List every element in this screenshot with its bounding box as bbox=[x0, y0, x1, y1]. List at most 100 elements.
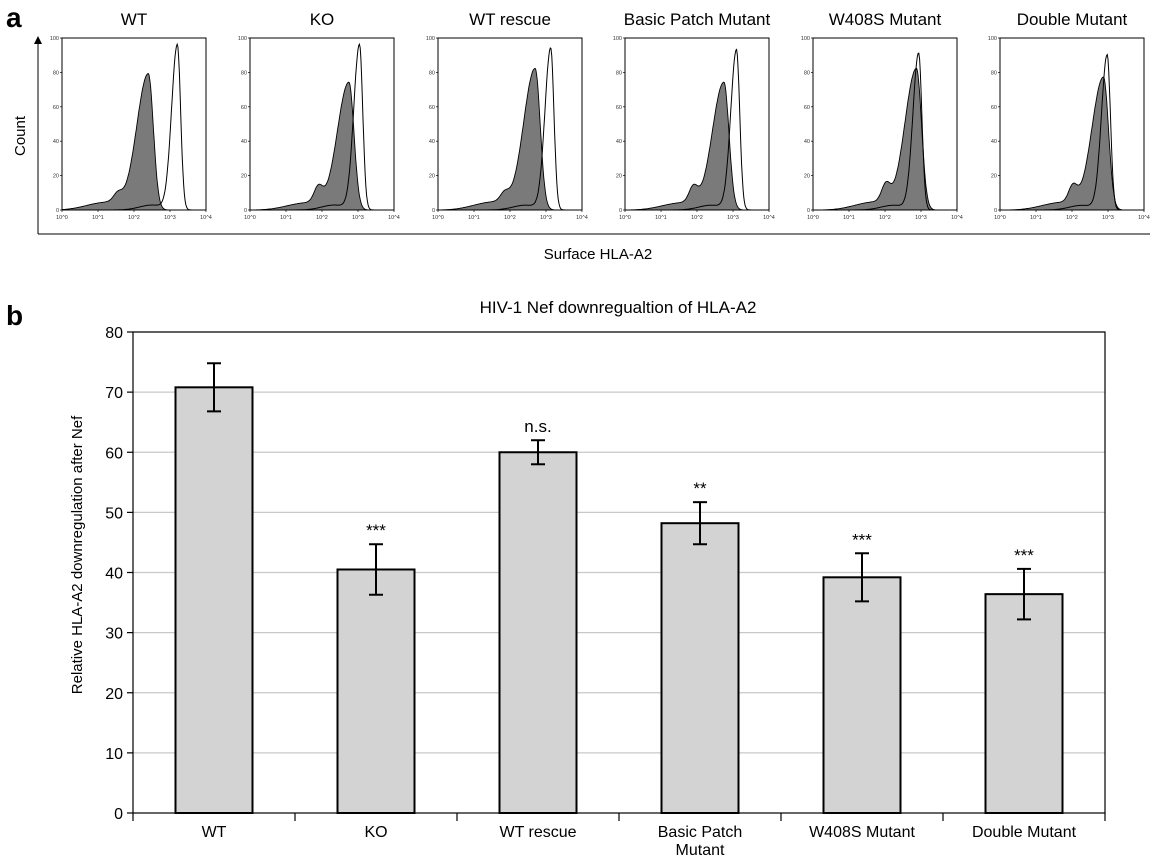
histogram-panel: Basic Patch Mutant 0 20 40 60 80 100 10^0 10^1 10… bbox=[613, 10, 775, 221]
histogram-title: WT bbox=[121, 10, 147, 29]
histogram-y-tick-label: 40 bbox=[991, 139, 997, 145]
histogram-frame bbox=[812, 37, 958, 211]
open-histogram-curve bbox=[438, 47, 582, 211]
histogram-x-tick-label: 10^1 bbox=[468, 215, 480, 221]
histogram-x-tick-label: 10^1 bbox=[843, 215, 855, 221]
significance-label: *** bbox=[852, 530, 872, 549]
histogram-x-tick-label: 10^4 bbox=[576, 215, 588, 221]
histogram-y-tick-label: 60 bbox=[616, 105, 622, 111]
histogram-y-tick-label: 20 bbox=[616, 174, 622, 180]
histogram-y-tick-label: 100 bbox=[613, 36, 622, 42]
x-tick-label-line: WT bbox=[202, 824, 227, 841]
significance-label: *** bbox=[1014, 546, 1034, 565]
histogram-x-tick-label: 10^4 bbox=[388, 215, 400, 221]
bar bbox=[822, 576, 902, 814]
histogram-y-tick-label: 0 bbox=[619, 208, 622, 214]
histogram-x-tick-label: 10^3 bbox=[540, 215, 552, 221]
x-tick-label-line: Basic Patch bbox=[658, 824, 742, 841]
x-tick-label: WT bbox=[202, 824, 227, 841]
histogram-x-tick-label: 10^1 bbox=[92, 215, 104, 221]
filled-histogram-curve bbox=[437, 67, 582, 211]
bar bbox=[336, 568, 416, 815]
histogram-y-tick-label: 80 bbox=[429, 70, 435, 76]
histogram-y-tick-label: 20 bbox=[241, 174, 247, 180]
panel-a-y-arrow bbox=[34, 36, 42, 44]
histogram-y-tick-label: 60 bbox=[991, 105, 997, 111]
histogram-panel: WT 0 20 40 60 80 100 10^0 10^1 10^2 10^3 10^4 bbox=[50, 10, 212, 221]
histogram-y-tick-label: 20 bbox=[429, 174, 435, 180]
panel-b-label: b bbox=[6, 300, 23, 331]
histogram-frame bbox=[624, 37, 770, 211]
histogram-x-tick-label: 10^2 bbox=[691, 215, 703, 221]
y-tick-label: 50 bbox=[105, 505, 123, 522]
x-tick-label-line: Mutant bbox=[676, 842, 725, 859]
histogram-y-tick-label: 80 bbox=[616, 70, 622, 76]
histogram-x-tick-label: 10^0 bbox=[619, 215, 631, 221]
histogram-y-tick-label: 60 bbox=[429, 105, 435, 111]
histogram-x-tick-label: 10^4 bbox=[1138, 215, 1150, 221]
histogram-y-tick-label: 0 bbox=[994, 208, 997, 214]
histogram-x-tick-label: 10^1 bbox=[280, 215, 292, 221]
histogram-frame bbox=[999, 37, 1145, 211]
significance-label: *** bbox=[366, 521, 386, 540]
histogram-y-tick-label: 20 bbox=[991, 174, 997, 180]
open-histogram-curve bbox=[1000, 53, 1144, 211]
histogram-y-tick-label: 20 bbox=[53, 174, 59, 180]
histogram-frame bbox=[437, 37, 583, 211]
x-tick-label-line: W408S Mutant bbox=[809, 824, 915, 841]
histogram-x-tick-label: 10^1 bbox=[655, 215, 667, 221]
histogram-x-tick-label: 10^0 bbox=[56, 215, 68, 221]
histogram-y-tick-label: 20 bbox=[804, 174, 810, 180]
histogram-title: Basic Patch Mutant bbox=[624, 10, 771, 29]
histogram-x-tick-label: 10^2 bbox=[879, 215, 891, 221]
histogram-y-tick-label: 0 bbox=[244, 208, 247, 214]
histogram-x-tick-label: 10^3 bbox=[727, 215, 739, 221]
bar-chart-title: HIV-1 Nef downregualtion of HLA-A2 bbox=[480, 298, 757, 317]
histogram-title: KO bbox=[310, 10, 335, 29]
histogram-y-tick-label: 100 bbox=[50, 36, 59, 42]
histogram-y-tick-label: 100 bbox=[988, 36, 997, 42]
histogram-y-tick-label: 40 bbox=[241, 139, 247, 145]
bar bbox=[174, 386, 254, 814]
histogram-x-tick-label: 10^4 bbox=[763, 215, 775, 221]
histogram-x-tick-label: 10^0 bbox=[807, 215, 819, 221]
histogram-y-tick-label: 80 bbox=[804, 70, 810, 76]
histogram-y-tick-label: 40 bbox=[616, 139, 622, 145]
filled-histogram-curve bbox=[249, 81, 394, 211]
y-tick-label: 80 bbox=[105, 325, 123, 342]
x-tick-label-line: WT rescue bbox=[499, 824, 576, 841]
histogram-title: W408S Mutant bbox=[829, 10, 942, 29]
x-tick-label: WT rescue bbox=[499, 824, 576, 841]
histogram-y-tick-label: 60 bbox=[241, 105, 247, 111]
histogram-x-tick-label: 10^3 bbox=[1102, 215, 1114, 221]
histogram-y-tick-label: 0 bbox=[807, 208, 810, 214]
histogram-y-tick-label: 80 bbox=[991, 70, 997, 76]
histogram-panel: Double Mutant 0 20 40 60 80 100 10^0 10^1 10^2 10^… bbox=[988, 10, 1150, 221]
histogram-x-tick-label: 10^0 bbox=[432, 215, 444, 221]
histogram-panel: WT rescue 0 20 40 60 80 100 10^0 10^1 10^2 10^3 10^… bbox=[426, 10, 588, 221]
histogram-x-tick-label: 10^2 bbox=[504, 215, 516, 221]
histogram-x-tick-label: 10^3 bbox=[915, 215, 927, 221]
histogram-x-tick-label: 10^2 bbox=[1066, 215, 1078, 221]
histogram-y-tick-label: 60 bbox=[804, 105, 810, 111]
histogram-title: Double Mutant bbox=[1017, 10, 1128, 29]
significance-label: n.s. bbox=[524, 417, 551, 436]
y-tick-label: 10 bbox=[105, 746, 123, 763]
panel-a-y-axis-label: Count bbox=[12, 115, 29, 156]
panel-a-label: a bbox=[6, 2, 22, 33]
open-histogram-curve bbox=[250, 42, 394, 211]
significance-label: ** bbox=[693, 479, 707, 498]
x-tick-label: W408S Mutant bbox=[809, 824, 915, 841]
histogram-x-tick-label: 10^3 bbox=[352, 215, 364, 221]
histogram-x-tick-label: 10^2 bbox=[316, 215, 328, 221]
y-tick-label: 20 bbox=[105, 686, 123, 703]
histogram-panels: WT 0 20 40 60 80 100 10^0 10^1 10^2 10^3 10^4 KO 0 20 4… bbox=[50, 10, 1150, 221]
histogram-y-tick-label: 60 bbox=[53, 105, 59, 111]
histogram-y-tick-label: 40 bbox=[53, 139, 59, 145]
histogram-x-tick-label: 10^3 bbox=[164, 215, 176, 221]
histogram-y-tick-label: 0 bbox=[432, 208, 435, 214]
x-tick-label: Basic Patch Mutant bbox=[658, 824, 742, 859]
histogram-y-tick-label: 100 bbox=[426, 36, 435, 42]
x-tick-label-line: KO bbox=[364, 824, 387, 841]
histogram-x-tick-label: 10^2 bbox=[128, 215, 140, 221]
